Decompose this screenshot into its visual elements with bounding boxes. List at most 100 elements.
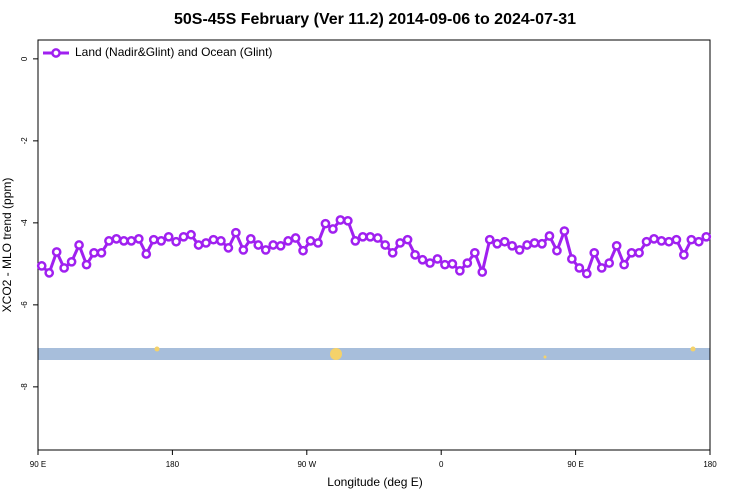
data-point: [126, 236, 137, 246]
data-point: [216, 236, 226, 246]
x-tick-label: 180: [166, 460, 180, 469]
data-point: [81, 259, 92, 270]
data-point: [156, 236, 167, 246]
land-marker: [330, 348, 342, 360]
data-point: [208, 234, 219, 245]
data-point: [245, 234, 256, 244]
data-point: [589, 247, 600, 258]
data-point: [649, 234, 659, 244]
data-point: [425, 258, 435, 268]
data-point: [462, 258, 473, 268]
y-tick-label: -8: [20, 383, 29, 391]
data-point: [283, 236, 293, 246]
data-point: [432, 254, 443, 264]
data-point: [641, 236, 652, 247]
x-axis-label: Longitude (deg E): [327, 475, 422, 489]
data-point: [96, 247, 107, 258]
data-point: [350, 236, 361, 246]
data-point: [104, 236, 114, 246]
data-point: [268, 240, 279, 250]
land-marker: [154, 346, 160, 352]
data-point: [567, 254, 577, 264]
data-point: [163, 231, 174, 242]
data-point: [44, 268, 55, 278]
data-point: [186, 229, 196, 240]
land-marker: [690, 346, 696, 352]
data-point: [701, 231, 712, 242]
plot-frame: [37, 39, 711, 451]
data-point: [193, 240, 204, 250]
data-point: [417, 254, 428, 265]
data-point: [477, 267, 488, 277]
data-point: [619, 259, 629, 270]
data-point: [447, 259, 458, 269]
data-point: [492, 238, 503, 249]
data-point: [141, 249, 152, 259]
data-point: [484, 234, 495, 245]
data-point: [238, 245, 249, 255]
data-point: [343, 215, 353, 226]
data-point: [559, 226, 570, 236]
data-point: [514, 245, 525, 255]
data-point: [537, 238, 547, 249]
data-point: [223, 243, 234, 253]
data-point: [544, 231, 555, 241]
data-point: [275, 240, 286, 251]
data-point: [574, 263, 585, 273]
data-point: [372, 233, 383, 243]
data-point: [581, 268, 592, 279]
y-tick-label: -2: [20, 137, 29, 145]
surface-strip: [38, 348, 710, 360]
data-point: [133, 234, 144, 244]
data-point: [59, 263, 69, 273]
data-point: [455, 265, 465, 276]
chart-title: 50S-45S February (Ver 11.2) 2014-09-06 t…: [174, 11, 576, 28]
y-tick-label: -4: [20, 219, 29, 227]
data-point: [671, 234, 682, 245]
x-tick-label: 90 E: [567, 460, 583, 469]
data-point: [611, 240, 622, 251]
data-point: [313, 238, 323, 248]
data-point: [679, 249, 689, 260]
data-point: [201, 238, 211, 248]
data-point: [260, 245, 271, 255]
x-tick-label: 90 E: [30, 460, 46, 469]
data-point: [410, 249, 420, 260]
data-point: [552, 245, 562, 256]
data-point: [89, 247, 99, 258]
data-point: [253, 240, 264, 250]
data-point: [626, 247, 637, 258]
data-point: [335, 215, 346, 225]
x-tick-label: 90 W: [297, 460, 316, 469]
data-point: [656, 236, 667, 246]
y-axis-label: XCO2 - MLO trend (ppm): [0, 178, 14, 313]
data-point: [51, 247, 62, 257]
legend-label: Land (Nadir&Glint) and Ocean (Glint): [75, 45, 272, 59]
x-tick-label: 180: [703, 460, 717, 469]
data-point: [320, 218, 331, 229]
data-point: [328, 224, 338, 234]
data-point: [693, 236, 704, 247]
y-tick-label: 0: [20, 56, 29, 61]
data-point: [357, 231, 368, 242]
data-point: [402, 234, 413, 245]
data-point: [119, 236, 129, 246]
data-point: [596, 263, 607, 273]
data-point: [499, 236, 510, 247]
data-point: [305, 236, 316, 246]
data-point: [686, 234, 697, 245]
data-point: [231, 227, 241, 238]
data-point: [440, 259, 450, 270]
data-point: [66, 256, 77, 267]
data-point: [395, 238, 405, 248]
data-point: [298, 245, 308, 256]
data-point: [387, 247, 398, 258]
data-point: [111, 234, 122, 244]
data-point: [604, 258, 615, 268]
data-point: [171, 236, 181, 247]
data-point: [529, 238, 540, 248]
data-point: [74, 240, 84, 250]
y-tick-label: -6: [20, 301, 29, 309]
data-point: [148, 234, 159, 245]
